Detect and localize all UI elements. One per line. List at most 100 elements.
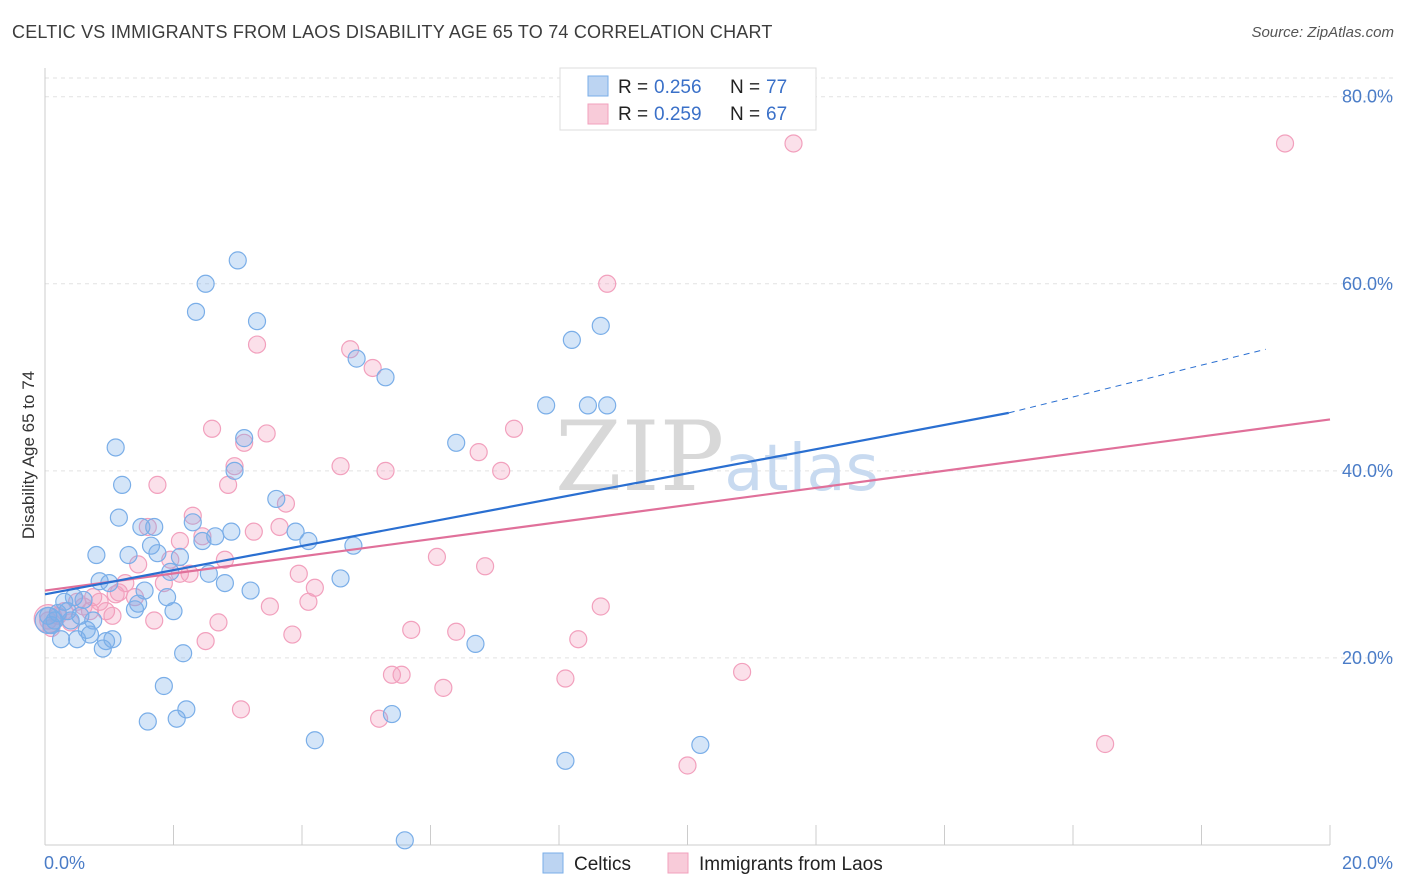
laos-point [434,678,453,697]
y-axis-label: Disability Age 65 to 74 [19,371,38,539]
celtics-point [222,522,241,541]
celtics-point [112,475,132,494]
laos-point [209,613,228,632]
celtics-point [177,700,196,719]
legend-swatch-laos [587,103,609,125]
legend-n-label-1: N = [730,77,760,98]
celtics-point [138,712,157,731]
bottom-legend-celtics: Celtics [574,854,631,875]
watermark: ZIPatlas [555,401,879,513]
laos-point [556,669,575,688]
celtics-point [228,251,247,270]
celtics-point [305,731,324,750]
celtics-point [174,644,193,663]
y-tick-label: 40.0% [1342,461,1393,481]
celtics-point [241,581,260,600]
legend-r-value-2: 0.259 [654,104,702,125]
celtics-point [87,545,106,565]
celtics-point [154,676,173,696]
laos-point [235,433,254,452]
legend-n-value-2: 67 [766,104,787,125]
chart-title: CELTIC VS IMMIGRANTS FROM LAOS DISABILIT… [12,22,773,42]
bottom-legend-swatch-laos [667,852,689,874]
y-tick-label: 60.0% [1342,274,1393,294]
y-tick-labels: 20.0% 40.0% 60.0% 80.0% [1342,87,1393,668]
laos-point [202,419,222,438]
legend-n-label-2: N = [730,104,760,125]
axes [44,68,1331,846]
celtics-point [106,438,125,457]
bottom-legend-swatch-celtics [542,852,564,874]
bottom-legend-laos: Immigrants from Laos [699,854,883,875]
celtics-point [578,396,598,415]
laos-point [382,665,402,684]
bottom-legend: Celtics Immigrants from Laos [542,852,883,875]
laos-point [504,419,524,438]
celtics-point [103,630,122,649]
celtics-point [167,709,186,728]
celtics-point [562,330,581,350]
laos-point [231,700,251,719]
laos-point [678,756,697,775]
celtics-point [125,600,145,619]
celtics-point [80,625,100,644]
laos-point [193,527,212,546]
celtics-point-cluster [34,606,62,635]
series-celtics-points [34,251,710,850]
celtics-trend-extension [1008,348,1266,414]
laos-point [90,592,109,611]
laos-point [289,564,308,583]
celtics-point [196,274,215,293]
celtics-point [247,312,267,331]
legend-r-label-1: R = [618,77,648,98]
celtics-point [466,634,485,653]
legend-swatch-celtics [587,75,609,97]
laos-point [569,630,588,649]
celtics-point [691,735,710,755]
laos-point [476,557,495,576]
celtics-point [225,461,244,480]
celtics-point [382,704,402,724]
y-tick-label: 80.0% [1342,87,1393,107]
celtics-point [96,631,116,651]
celtics-point [344,536,363,555]
laos-point [331,457,350,476]
laos-point [225,457,244,476]
celtics-point [74,590,93,610]
celtics-point [164,602,183,621]
celtics-point [183,513,202,532]
celtics-point [537,396,556,415]
chart-source: Source: ZipAtlas.com [1251,24,1394,41]
x-tick-labels: 0.0% 20.0% [44,853,1393,873]
laos-point [591,597,610,616]
trend-lines [44,348,1331,596]
laos-point [247,335,267,354]
laos-point [492,461,511,480]
celtics-point [556,751,575,770]
laos-point [598,274,617,293]
laos-point [180,564,199,583]
celtics-point [186,302,206,321]
celtics-point [215,573,234,593]
celtics-point [235,429,254,448]
celtics-trend-line [44,411,1009,596]
legend: R = 0.256 N = 77 R = 0.259 N = 67 [559,67,817,131]
celtics-point [286,522,305,541]
laos-point [170,531,190,551]
laos-point [427,547,447,567]
x-tick-label: 0.0% [44,853,85,873]
celtics-point [591,316,610,335]
laos-point [447,622,466,641]
laos-point [257,424,276,443]
celtics-point [141,536,161,555]
laos-point [392,665,411,684]
laos-point [138,517,157,537]
celtics-point [148,544,167,563]
laos-point [129,555,148,574]
celtics-point [395,831,414,850]
laos-point [145,611,164,630]
celtics-point [376,368,395,387]
celtics-point [119,545,138,565]
laos-point [341,340,360,359]
laos-point [363,358,382,378]
